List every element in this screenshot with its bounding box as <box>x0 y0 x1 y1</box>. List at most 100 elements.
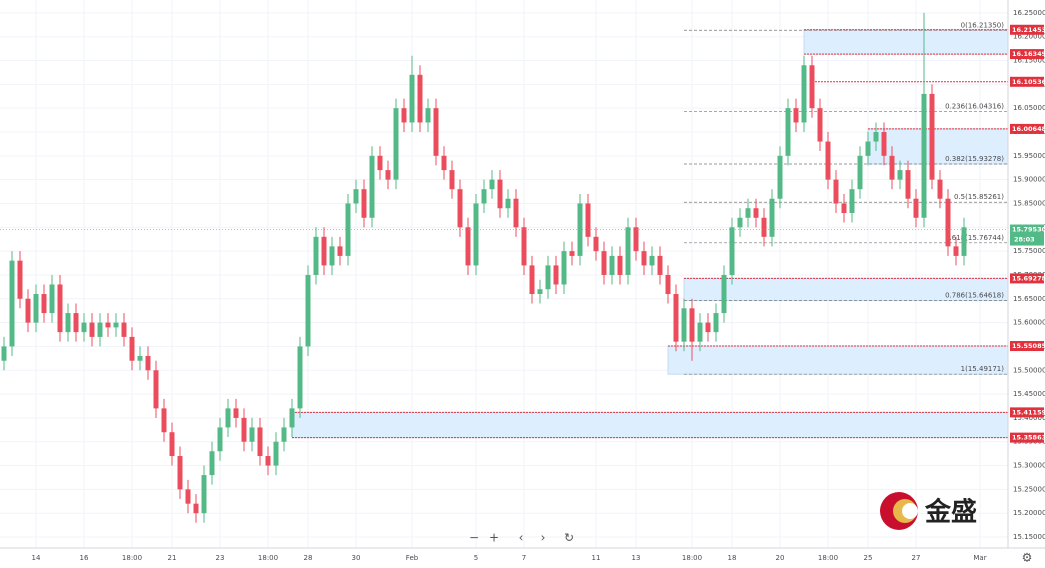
candle-body <box>265 456 271 466</box>
y-tick-label: 15.65000 <box>1013 295 1045 303</box>
candle-body <box>89 322 95 337</box>
x-tick-label: 13 <box>632 554 641 562</box>
candle-body <box>161 408 167 433</box>
candle-body <box>497 179 503 209</box>
candle-body <box>321 236 327 266</box>
candle-body <box>777 155 783 199</box>
axis: 15.1500015.2000015.2500015.3000015.35000… <box>32 9 1045 562</box>
zoom-out[interactable]: − <box>469 531 479 545</box>
candle-body <box>177 456 183 490</box>
candle-body <box>961 227 967 256</box>
scroll-left[interactable]: ‹ <box>519 531 524 545</box>
fib-label: 0.5(15.85261) <box>954 193 1004 201</box>
candle-body <box>865 141 871 156</box>
logo-hole <box>902 503 918 519</box>
candle-body <box>729 227 735 275</box>
level-label: 15.69278 <box>1012 274 1045 282</box>
candle-body <box>681 308 687 342</box>
x-tick-label: 20 <box>776 554 785 562</box>
candle-body <box>721 274 727 314</box>
fib-label: 0(16.21350) <box>961 21 1005 29</box>
y-tick-label: 15.60000 <box>1013 319 1045 327</box>
candle-body <box>1 346 7 361</box>
candle-body <box>465 227 471 266</box>
y-tick-label: 16.20000 <box>1013 33 1045 41</box>
x-tick-label: 21 <box>168 554 177 562</box>
settings[interactable]: ⚙ <box>1022 551 1033 565</box>
zone <box>667 345 1009 375</box>
candle-body <box>241 417 247 442</box>
candle-body <box>945 198 951 247</box>
candle-body <box>425 108 431 123</box>
candle-body <box>409 74 415 123</box>
y-tick-label: 15.95000 <box>1013 152 1045 160</box>
candle-body <box>41 294 47 314</box>
zoom-in[interactable]: + <box>489 531 499 545</box>
y-tick-label: 15.30000 <box>1013 462 1045 470</box>
candle-body <box>33 294 39 323</box>
scroll-right[interactable]: › <box>541 531 546 545</box>
level-badge <box>1010 432 1044 443</box>
candle-body <box>545 265 551 290</box>
candle-body <box>841 203 847 214</box>
x-tick-label: 16 <box>80 554 89 562</box>
candle-body <box>833 179 839 204</box>
candle-body <box>385 170 391 180</box>
candle-body <box>665 274 671 295</box>
candle-body <box>601 251 607 275</box>
candle-body <box>233 408 239 418</box>
candle-body <box>737 217 743 228</box>
candle-body <box>697 322 703 342</box>
x-tick-label: 18:00 <box>818 554 838 562</box>
zone <box>291 411 1009 439</box>
candle-body <box>873 131 879 142</box>
level-badge <box>1010 341 1044 352</box>
candle-body <box>769 198 775 237</box>
candle-body <box>617 255 623 275</box>
candle-body <box>209 451 215 476</box>
y-tick-label: 15.75000 <box>1013 247 1045 255</box>
candle-body <box>297 346 303 409</box>
candle-body <box>25 298 31 323</box>
candle-body <box>353 189 359 204</box>
level-label: 16.10536 <box>1012 78 1045 86</box>
candle-body <box>417 74 423 123</box>
x-tick-label: Feb <box>406 554 419 562</box>
candle-body <box>793 108 799 123</box>
candle-body <box>689 308 695 342</box>
candle-body <box>473 203 479 266</box>
candle-body <box>289 408 295 428</box>
candle-body <box>569 251 575 256</box>
x-tick-label: 18:00 <box>122 554 142 562</box>
countdown: 28:03 <box>1014 236 1035 244</box>
candle-body <box>513 198 519 228</box>
candle-body <box>481 189 487 204</box>
candle-body <box>193 503 199 514</box>
candle-body <box>809 65 815 109</box>
candle-body <box>433 108 439 156</box>
fib-label: 0.618(15.76744) <box>945 234 1004 242</box>
candle-body <box>393 108 399 180</box>
reset[interactable]: ↻ <box>564 531 574 545</box>
candle-body <box>785 108 791 156</box>
y-tick-label: 16.25000 <box>1013 9 1045 17</box>
y-tick-label: 15.15000 <box>1013 533 1045 541</box>
y-tick-label: 15.50000 <box>1013 366 1045 374</box>
level-badge <box>1010 407 1044 418</box>
level-label: 16.00648 <box>1012 125 1045 133</box>
level-badge <box>1010 49 1044 60</box>
candle-body <box>625 227 631 275</box>
watermark: 金盛 <box>880 492 977 530</box>
x-tick-label: 28 <box>304 554 313 562</box>
candle-body <box>169 432 175 457</box>
candle-body <box>329 246 335 266</box>
candle-body <box>505 198 511 209</box>
candle-body <box>713 313 719 333</box>
candle-body <box>657 255 663 275</box>
candle-body <box>521 227 527 266</box>
level-badge <box>1010 76 1044 87</box>
candle-body <box>129 336 135 361</box>
x-tick-label: 14 <box>32 554 41 562</box>
candle-body <box>929 93 935 180</box>
candle-body <box>65 313 71 333</box>
